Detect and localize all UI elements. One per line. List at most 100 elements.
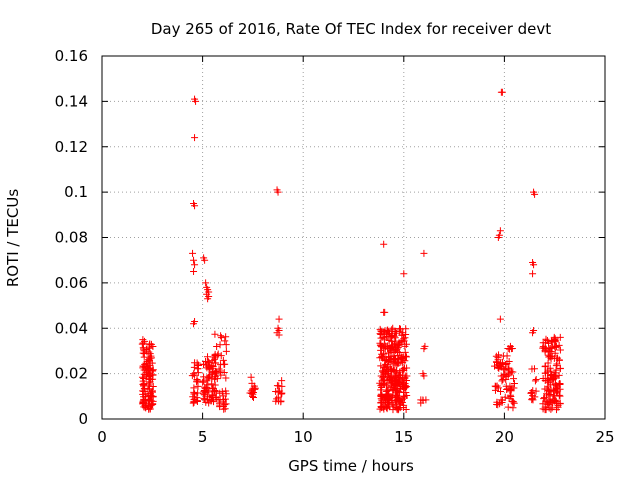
tick-labels: 0 5 10 15 20 25 0 0.02 0.04 0.06 0.08 0.1 0.12 0.14 0.… [55,47,615,446]
data-point [390,352,398,360]
data-point [142,400,150,408]
data-point [211,387,219,395]
data-point [394,382,402,390]
data-point [382,363,390,371]
data-point [249,389,257,397]
data-point [505,367,513,375]
data-point [216,396,224,404]
data-point [191,134,199,142]
data-point [274,188,282,196]
data-point [497,396,505,404]
data-point [402,377,410,385]
data-point [205,396,213,404]
data-point [385,387,393,395]
data-point [222,341,230,349]
data-point [384,345,392,353]
data-point [553,360,561,368]
data-point [248,379,256,387]
data-point [496,315,504,323]
data-point [552,385,560,393]
data-point [547,348,555,356]
data-point [503,359,511,367]
data-point [555,380,563,388]
data-point [545,392,553,400]
x-tick-label: 10 [294,428,313,446]
data-point [149,371,157,379]
data-point [381,308,389,316]
data-point [493,400,501,408]
data-point [210,398,218,406]
data-point [204,295,212,303]
data-point [498,88,506,96]
data-point [212,388,220,396]
data-point [190,398,198,406]
data-point [510,375,518,383]
data-point [400,270,408,278]
data-point [507,385,515,393]
x-tick-label: 0 [97,428,107,446]
data-point [491,362,499,370]
data-point [393,389,401,397]
data-point [146,389,154,397]
data-point [220,368,228,376]
data-point [275,331,283,339]
data-point [539,344,547,352]
x-axis-label: GPS time / hours [288,457,414,475]
data-point [543,385,551,393]
data-point [378,367,386,375]
data-point [194,369,202,377]
data-point [192,97,200,105]
data-point [381,393,389,401]
y-tick-label: 0.14 [55,92,88,110]
data-point [399,365,407,373]
x-tick-label: 20 [495,428,514,446]
data-point [397,397,405,405]
data-point [551,335,559,343]
data-point [142,373,150,381]
data-point [386,374,394,382]
data-point [391,360,399,368]
data-point [391,334,399,342]
data-point [400,364,408,372]
data-point [540,394,548,402]
data-point [381,402,389,410]
data-point [384,386,392,394]
data-point [194,389,202,397]
data-point [402,325,410,333]
data-point [402,353,410,361]
data-point [504,370,512,378]
data-point [496,227,504,235]
data-point [548,371,556,379]
data-point [420,372,428,380]
data-point [381,380,389,388]
data-point [539,374,547,382]
data-point [399,359,407,367]
data-point [509,368,517,376]
data-point [548,404,556,412]
data-point [532,387,540,395]
data-point [547,355,555,363]
data-point [531,377,539,385]
data-point [504,403,512,411]
data-point [498,377,506,385]
data-point [546,396,554,404]
data-point [542,335,550,343]
grid-lines [102,56,605,419]
data-point [138,340,146,348]
data-point [389,376,397,384]
data-point [554,354,562,362]
data-point [149,382,157,390]
data-point [556,346,564,354]
data-point [496,400,504,408]
y-tick-label: 0.12 [55,138,88,156]
y-tick-label: 0.06 [55,274,88,292]
data-point [501,393,509,401]
data-point [397,358,405,366]
data-point [528,365,536,373]
data-point [552,342,560,350]
data-point [139,387,147,395]
data-point [139,349,147,357]
data-point [146,385,154,393]
y-axis-label: ROTI / TECUs [4,189,22,287]
data-point [509,404,517,412]
